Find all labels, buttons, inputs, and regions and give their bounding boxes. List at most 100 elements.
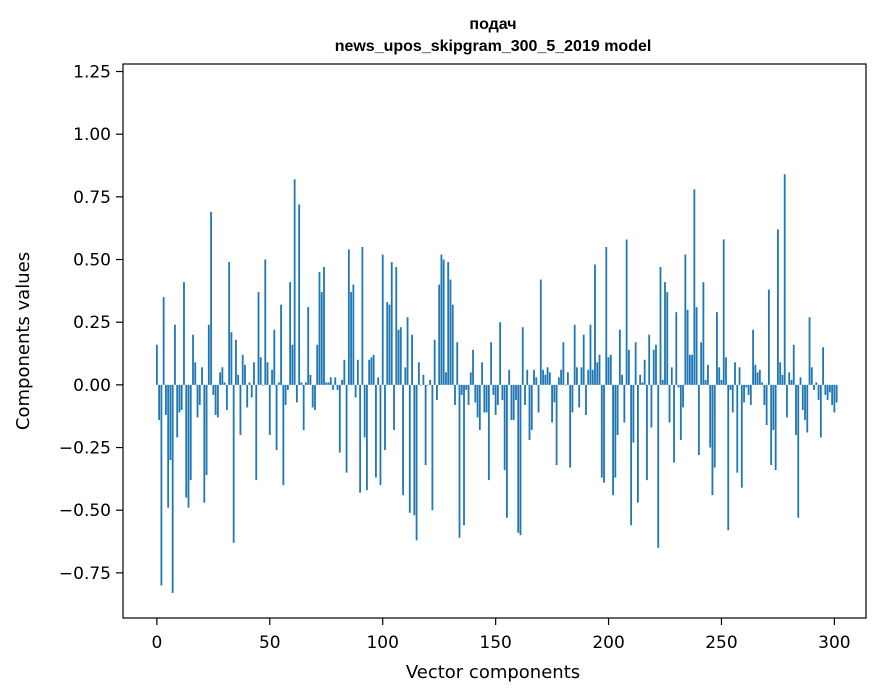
bar-219: [650, 384, 653, 428]
bar-175: [551, 384, 553, 423]
bar-260: [743, 384, 745, 403]
bar-289: [808, 317, 811, 385]
bar-126: [440, 254, 443, 385]
bar-294: [819, 384, 822, 438]
bar-53: [275, 384, 278, 451]
bar-157: [510, 384, 513, 420]
bar-1: [158, 384, 161, 420]
bar-240: [697, 384, 700, 456]
y-tick-label-0: −0.75: [59, 564, 111, 584]
bar-51: [271, 369, 273, 385]
bar-113: [411, 334, 413, 385]
bar-299: [831, 384, 834, 405]
x-tick-label-50: 50: [259, 633, 281, 653]
bar-273: [772, 384, 775, 430]
bar-232: [679, 384, 682, 441]
bar-250: [720, 379, 723, 385]
bar-70: [314, 384, 316, 410]
bar-158: [512, 384, 515, 420]
bar-198: [603, 384, 605, 483]
bar-121: [429, 379, 432, 385]
bar-278: [783, 174, 786, 385]
y-tick-label-6: 0.75: [73, 188, 111, 208]
bar-160: [517, 384, 520, 533]
bar-107: [397, 329, 400, 385]
bar-191: [587, 369, 590, 385]
bar-150: [494, 384, 497, 415]
bar-31: [225, 384, 228, 410]
bar-20: [201, 367, 203, 385]
bar-271: [767, 289, 770, 385]
x-tick-label-300: 300: [818, 633, 850, 653]
bar-184: [571, 384, 574, 413]
bar-276: [779, 362, 782, 385]
bar-41: [248, 382, 251, 385]
bar-105: [393, 384, 395, 430]
bar-204: [616, 384, 619, 436]
bar-187: [578, 384, 581, 408]
bar-243: [704, 379, 707, 385]
bar-188: [580, 367, 583, 385]
bar-266: [756, 372, 759, 385]
bar-283: [795, 384, 797, 436]
bar-134: [458, 384, 461, 538]
bar-29: [221, 367, 224, 385]
y-tick-label-1: −0.50: [59, 501, 111, 521]
x-tick-label-250: 250: [705, 633, 737, 653]
bar-203: [614, 384, 617, 478]
bar-68: [309, 374, 312, 385]
bar-194: [594, 264, 596, 385]
bar-99: [379, 384, 382, 486]
bar-69: [311, 384, 314, 408]
bar-46: [259, 357, 262, 385]
bar-286: [801, 384, 804, 410]
bar-211: [632, 384, 635, 443]
bar-79: [334, 377, 337, 385]
bar-161: [519, 384, 522, 536]
bar-177: [555, 384, 558, 466]
bar-215: [641, 382, 644, 385]
bar-197: [600, 384, 603, 478]
bar-255: [731, 384, 734, 413]
bar-23: [207, 324, 210, 385]
bar-24: [210, 211, 212, 385]
bar-269: [763, 384, 766, 405]
bar-103: [388, 304, 391, 385]
y-tick-label-7: 1.00: [73, 125, 111, 145]
bar-291: [813, 384, 815, 390]
bar-180: [562, 342, 565, 385]
bar-38: [241, 354, 244, 385]
bar-288: [806, 384, 809, 433]
bar-292: [815, 382, 818, 385]
y-axis-label: Components values: [13, 252, 34, 430]
bar-199: [605, 247, 608, 385]
bar-267: [758, 369, 761, 385]
x-tick-label-0: 0: [151, 633, 162, 653]
bar-15: [189, 384, 192, 481]
bar-285: [799, 377, 802, 385]
bar-224: [661, 379, 664, 385]
bar-229: [673, 384, 675, 463]
bar-261: [745, 384, 748, 388]
bar-264: [752, 329, 754, 385]
bar-284: [797, 384, 800, 518]
bar-141: [474, 384, 477, 403]
bar-179: [560, 369, 563, 385]
bar-258: [738, 367, 741, 385]
bar-85: [347, 249, 350, 385]
bar-92: [363, 384, 366, 438]
bar-48: [264, 259, 267, 385]
bar-235: [686, 309, 689, 385]
bar-138: [467, 384, 470, 405]
bar-95: [370, 357, 373, 385]
bar-111: [406, 317, 409, 385]
bar-282: [792, 344, 795, 385]
bar-253: [727, 384, 730, 531]
bar-252: [725, 357, 727, 385]
bar-96: [372, 354, 375, 385]
bar-25: [212, 384, 215, 395]
bar-133: [456, 342, 459, 385]
bar-300: [833, 384, 836, 413]
bar-45: [257, 292, 260, 385]
